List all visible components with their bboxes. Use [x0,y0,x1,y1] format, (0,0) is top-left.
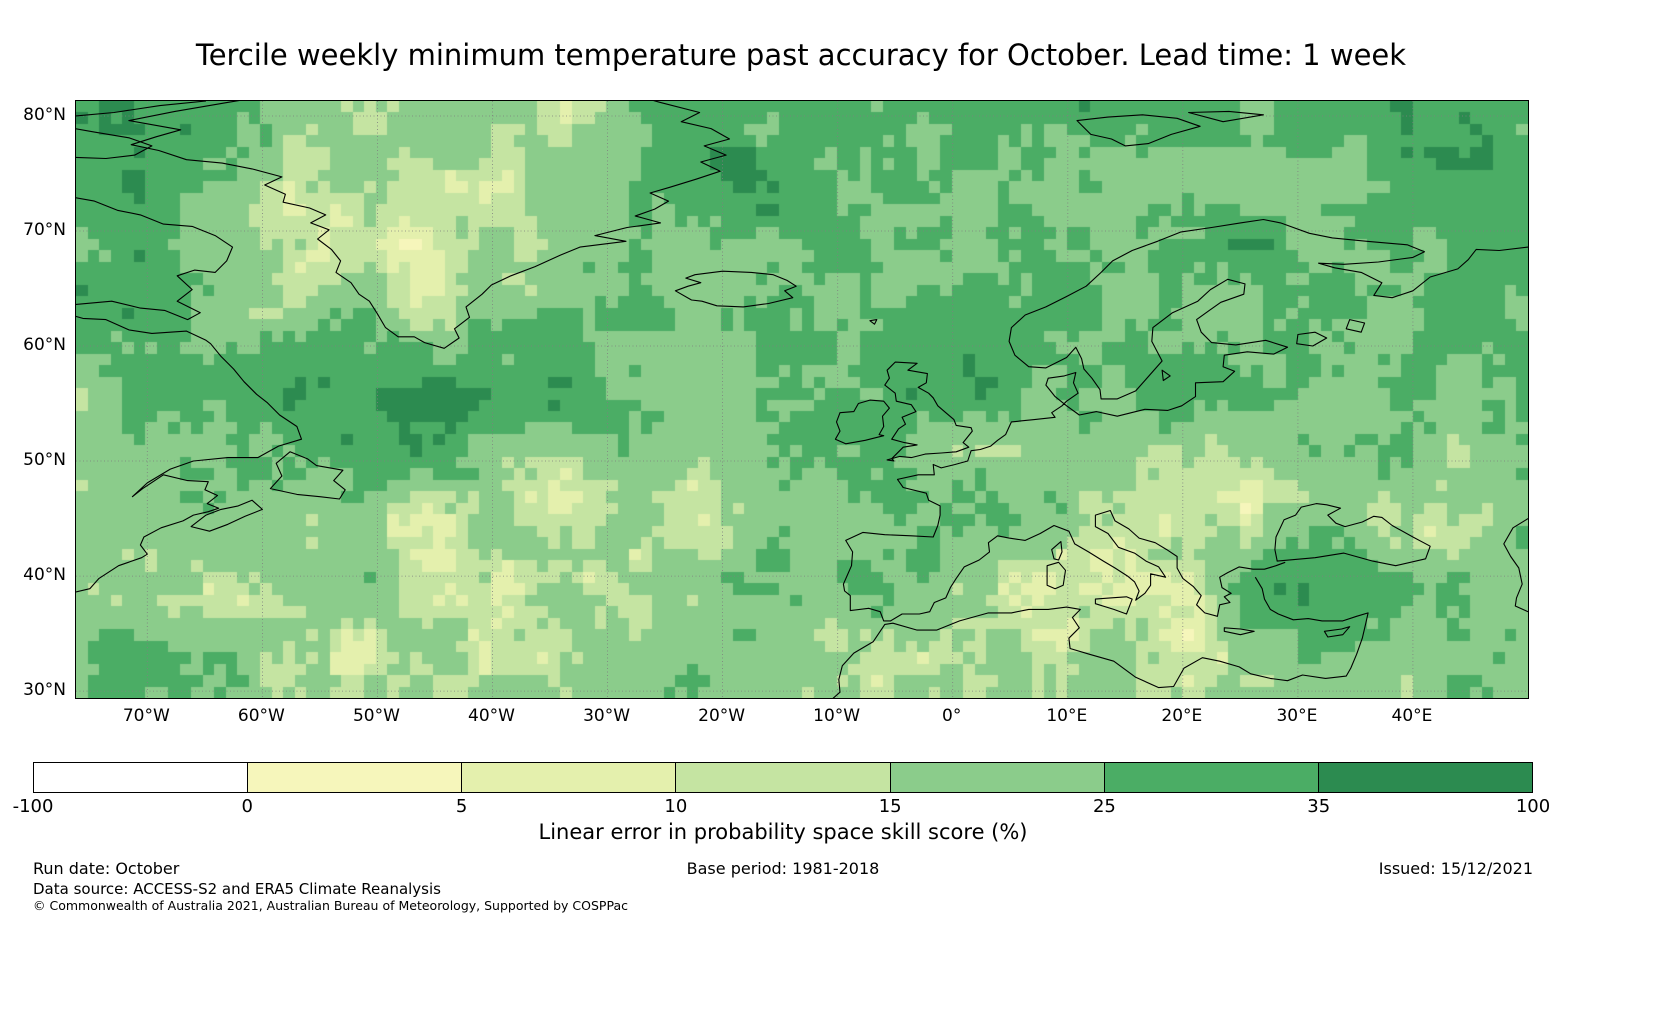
colorbar-segment [675,763,890,792]
colorbar-ticks: -100 0 5 10 15 25 35 100 [13,796,1551,820]
map-overlay-svg [76,101,1528,698]
colorbar-tick-label: 25 [1092,796,1116,817]
colorbar-segment [889,763,1104,792]
x-tick-label: 10°E [1046,706,1088,726]
y-tick-label: 30°N [23,680,66,701]
grid-lines [76,101,1528,698]
y-tick-label: 50°N [23,450,66,471]
x-tick-label: 40°W [468,706,515,726]
colorbar-segment [1103,763,1318,792]
heatmap-canvas [76,101,1528,698]
colorbar-tick-label: -100 [12,796,54,817]
colorbar-segment [461,763,676,792]
y-tick-label: 40°N [23,565,66,586]
colorbar-tick-label: 10 [664,796,688,817]
colorbar-tick-label: 15 [878,796,902,817]
x-tick-label: 30°W [583,706,631,726]
colorbar-label: Linear error in probability space skill … [538,820,1028,844]
data-source-text: Data source: ACCESS-S2 and ERA5 Climate … [33,880,441,898]
chart-title: Tercile weekly minimum temperature past … [195,38,1407,72]
x-tick-label: 20°E [1161,706,1203,726]
x-tick-label: 40°E [1391,706,1433,726]
issued-text: Issued: 15/12/2021 [1378,859,1533,878]
colorbar: -100 0 5 10 15 25 35 100 [13,762,1551,820]
map-plot [75,100,1529,699]
y-tick-label: 70°N [23,219,66,240]
colorbar-tick-label: 35 [1307,796,1331,817]
colorbar-segment [247,763,462,792]
coastlines [76,101,1528,698]
base-period-text: Base period: 1981-2018 [686,859,880,878]
colorbar-gradient [33,762,1533,793]
colorbar-tick-label: 5 [455,796,468,817]
colorbar-tick-label: 100 [1515,796,1551,817]
colorbar-segment [34,763,248,792]
x-tick-label: 60°W [237,706,285,726]
x-tick-label: 50°W [352,706,400,726]
copyright-text: © Commonwealth of Australia 2021, Austra… [33,898,628,913]
x-tick-label: 70°W [122,706,170,726]
colorbar-tick-label: 0 [241,796,254,817]
x-tick-label: 20°W [698,706,746,726]
y-tick-label: 80°N [23,104,66,125]
run-date-text: Run date: October [33,859,180,878]
x-tick-label: 30°E [1276,706,1318,726]
x-tick-label: 10°W [813,706,861,726]
y-tick-label: 60°N [23,335,66,355]
x-tick-label: 0° [942,706,962,726]
colorbar-segment [1317,763,1532,792]
